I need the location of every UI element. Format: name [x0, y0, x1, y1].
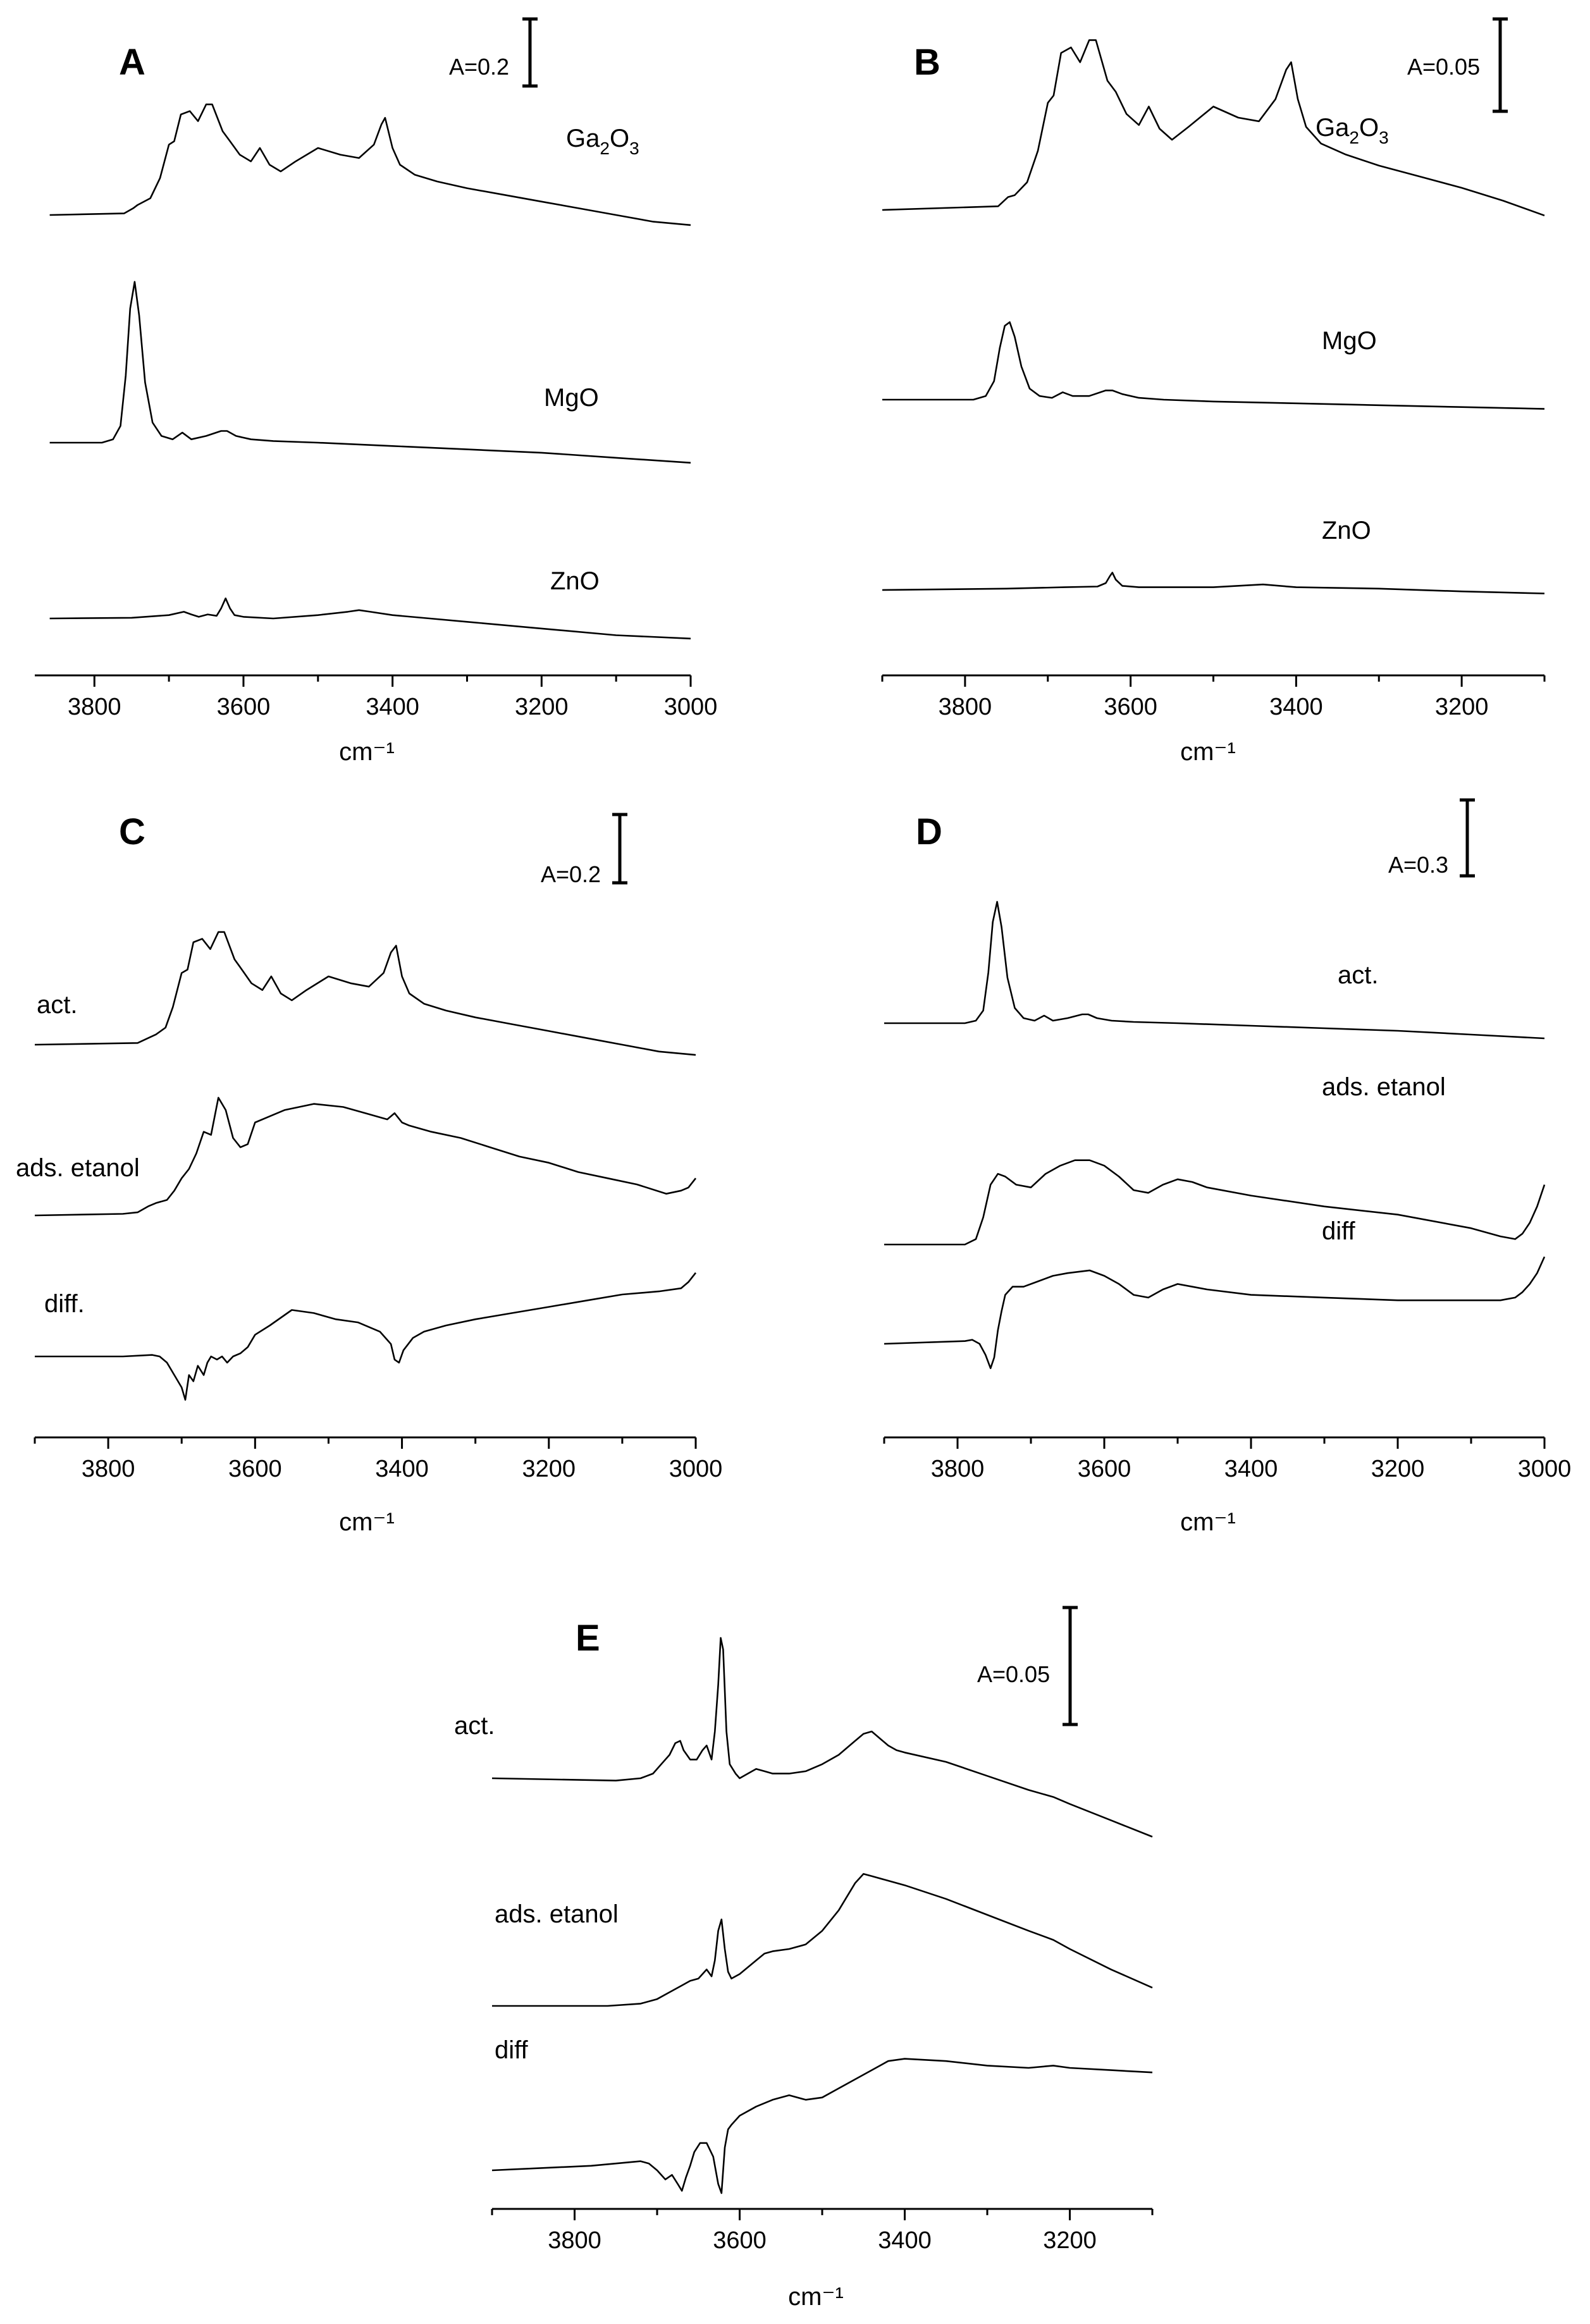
x-axis-title: cm⁻¹ — [788, 2283, 844, 2311]
x-tick-label: 3600 — [713, 2227, 767, 2254]
x-tick-label: 3200 — [1371, 1456, 1425, 1482]
x-tick-label: 3000 — [664, 694, 718, 720]
spectrum-ads-etanol — [34, 1097, 697, 1217]
spectrum-diff — [35, 1272, 697, 1401]
scale-bar-label: A=0.05 — [1407, 54, 1480, 80]
spectrum-ads-etanol — [884, 1159, 1546, 1246]
spectrum-zno — [49, 597, 691, 640]
x-tick-label: 3600 — [1104, 694, 1157, 720]
spectrum-ads-etanol — [492, 1872, 1153, 2007]
panel-a: A A=0.2 Ga2O3 MgO ZnO cm⁻¹ 3800 3600 3400 3… — [35, 17, 718, 766]
x-axis-title: cm⁻¹ — [339, 738, 395, 766]
x-tick-label: 3400 — [878, 2227, 932, 2254]
scale-bar-label: A=0.2 — [449, 54, 509, 80]
series-label-diff: diff. — [44, 1290, 85, 1318]
x-tick-label: 3400 — [1224, 1456, 1278, 1482]
x-tick-label: 3800 — [548, 2227, 601, 2254]
x-tick-label: 3600 — [228, 1456, 282, 1482]
series-label-act: act. — [1338, 961, 1378, 989]
panel-letter: B — [914, 42, 940, 83]
spectrum-diff — [491, 2058, 1153, 2194]
spectrum-diff — [884, 1256, 1546, 1369]
x-tick-label: 3800 — [931, 1456, 985, 1482]
spectrum-mgo — [882, 321, 1545, 410]
series-label-mgo: MgO — [544, 384, 599, 412]
scale-bar-label: A=0.05 — [977, 1661, 1050, 1687]
spectrum-zno — [882, 572, 1545, 594]
panel-letter: E — [576, 1618, 600, 1659]
spectrum-ga2o3 — [882, 39, 1545, 217]
spectrum-ga2o3 — [49, 103, 691, 226]
series-label-zno: ZnO — [1322, 517, 1371, 544]
x-tick-label: 3400 — [366, 694, 419, 720]
spectrum-act — [491, 1637, 1153, 1838]
series-label-ads-etanol: ads. etanol — [1322, 1073, 1446, 1101]
x-tick-label: 3400 — [375, 1456, 429, 1482]
x-axis-title: cm⁻¹ — [1180, 738, 1236, 766]
spectrum-act — [34, 931, 696, 1056]
spectrum-act — [884, 901, 1545, 1040]
panel-letter: C — [119, 811, 145, 852]
panel-letter: A — [119, 42, 145, 83]
x-tick-label: 3000 — [669, 1456, 723, 1482]
spectrum-mgo — [49, 281, 691, 464]
series-label-diff: diff — [1322, 1217, 1356, 1245]
panel-e: E A=0.05 act. ads. etanol diff cm⁻¹ 3800… — [454, 1606, 1154, 2311]
scale-bar-label: A=0.2 — [541, 861, 601, 887]
x-tick-label: 3800 — [939, 694, 992, 720]
panel-d: D A=0.3 act. ads. etanol diff cm⁻¹ 3800 3… — [883, 798, 1572, 1536]
series-label-ads-etanol: ads. etanol — [16, 1154, 140, 1182]
x-tick-label: 3800 — [68, 694, 121, 720]
x-tick-label: 3600 — [217, 694, 271, 720]
scale-bar-label: A=0.3 — [1388, 852, 1448, 878]
x-tick-label: 3400 — [1269, 694, 1323, 720]
panel-b: B A=0.05 Ga2O3 MgO ZnO cm⁻¹ 3800 3600 3400… — [881, 17, 1546, 766]
series-label-ads-etanol: ads. etanol — [495, 1900, 619, 1928]
x-axis-title: cm⁻¹ — [339, 1508, 395, 1536]
series-label-ga2o3: Ga2O3 — [566, 125, 639, 158]
x-tick-label: 3200 — [515, 694, 569, 720]
svg-text:Ga2O3: Ga2O3 — [566, 125, 639, 158]
series-label-diff: diff — [495, 2036, 529, 2064]
x-axis-title: cm⁻¹ — [1180, 1508, 1236, 1536]
series-label-ga2o3: Ga2O3 — [1316, 114, 1389, 147]
x-tick-label: 3200 — [522, 1456, 576, 1482]
series-label-act: act. — [454, 1712, 495, 1740]
x-tick-label: 3200 — [1435, 694, 1489, 720]
panel-c: C A=0.2 act. ads. etanol diff. cm⁻¹ 3800… — [16, 811, 722, 1536]
x-tick-label: 3600 — [1078, 1456, 1131, 1482]
svg-text:Ga2O3: Ga2O3 — [1316, 114, 1389, 147]
series-label-act: act. — [37, 991, 77, 1019]
panel-letter: D — [916, 811, 942, 852]
x-tick-label: 3000 — [1518, 1456, 1572, 1482]
x-tick-label: 3200 — [1043, 2227, 1097, 2254]
x-tick-label: 3800 — [82, 1456, 135, 1482]
series-label-mgo: MgO — [1322, 327, 1377, 355]
series-label-zno: ZnO — [550, 567, 600, 595]
